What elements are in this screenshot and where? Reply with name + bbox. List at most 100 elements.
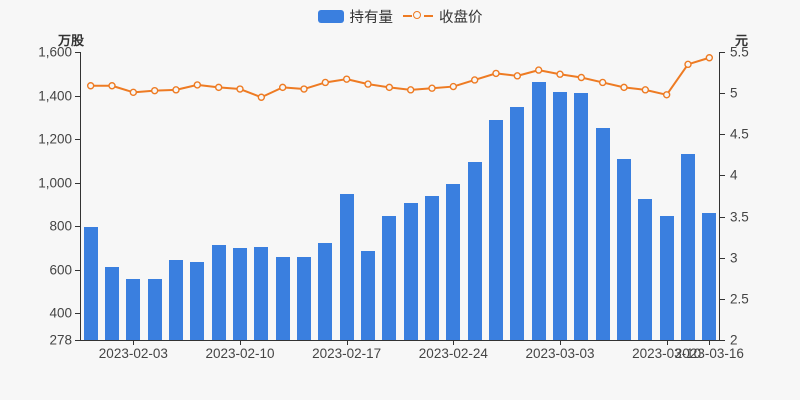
line-marker-2023-02-22[interactable]	[406, 86, 415, 94]
right-tick-mark	[720, 340, 725, 341]
left-tick-label: 800	[49, 218, 72, 234]
bar-2023-02-24[interactable]	[446, 184, 461, 340]
left-tick-label: 1,600	[38, 44, 72, 60]
right-axis-unit: 元	[735, 33, 749, 48]
line-marker-2023-02-20[interactable]	[364, 80, 372, 88]
legend-bar-swatch-icon	[317, 9, 344, 23]
right-tick-mark	[720, 216, 725, 218]
left-tick-label: 600	[49, 262, 72, 278]
bar-2023-02-28[interactable]	[488, 119, 504, 340]
line-marker-2023-03-07[interactable]	[598, 78, 607, 87]
bar-2023-02-08[interactable]	[190, 262, 205, 340]
line-series-closing-price	[86, 54, 714, 101]
bar-2023-02-20[interactable]	[360, 250, 376, 340]
bar-2023-03-09[interactable]	[638, 199, 653, 340]
right-tick-label: 4.5	[730, 126, 749, 142]
x-tick-mark	[133, 340, 135, 345]
x-tick-label: 2023-03-10	[632, 346, 702, 361]
line-marker-2023-02-23[interactable]	[428, 84, 436, 92]
line-marker-2023-02-27[interactable]	[470, 76, 479, 84]
line-marker-2023-02-24[interactable]	[449, 82, 458, 91]
bar-2023-02-17[interactable]	[339, 194, 354, 340]
x-tick-mark	[709, 340, 711, 345]
left-tick-mark	[75, 52, 80, 53]
line-marker-2023-02-03[interactable]	[129, 88, 138, 97]
line-marker-2023-03-01[interactable]	[513, 72, 522, 80]
left-tick-label: 1,400	[38, 88, 72, 104]
line-marker-2023-02-08[interactable]	[193, 81, 202, 89]
legend-label-closing-price: 收盘价	[439, 9, 483, 26]
line-marker-2023-02-17[interactable]	[342, 75, 351, 83]
line-marker-2023-02-07[interactable]	[172, 86, 180, 94]
line-marker-2023-03-08[interactable]	[620, 83, 628, 92]
bar-2023-02-22[interactable]	[403, 203, 418, 340]
bar-2023-02-02[interactable]	[104, 267, 120, 340]
bar-2023-03-03[interactable]	[552, 91, 568, 340]
line-marker-2023-02-06[interactable]	[150, 86, 159, 95]
right-tick-label: 3	[730, 250, 738, 266]
left-tick-label: 1,000	[38, 175, 72, 191]
bar-2023-02-16[interactable]	[318, 243, 333, 340]
bar-2023-03-02[interactable]	[531, 82, 546, 340]
bar-2023-03-14[interactable]	[702, 212, 717, 340]
legend-label-holdings: 持有量	[349, 9, 394, 26]
left-axis-unit: 万股	[58, 33, 85, 48]
line-marker-2023-03-06[interactable]	[577, 73, 586, 82]
bar-2023-02-23[interactable]	[424, 196, 440, 340]
line-marker-2023-02-15[interactable]	[300, 85, 308, 93]
left-tick-mark	[75, 340, 80, 341]
bar-2023-02-07[interactable]	[168, 260, 184, 340]
bar-2023-03-06[interactable]	[574, 92, 589, 340]
line-marker-2023-03-09[interactable]	[641, 86, 650, 94]
line-marker-2023-02-28[interactable]	[492, 69, 500, 78]
right-tick-mark	[720, 257, 725, 259]
bar-2023-03-13[interactable]	[680, 154, 696, 340]
bar-2023-03-07[interactable]	[595, 127, 610, 340]
x-tick-label: 2023-03-03	[525, 346, 595, 361]
line-marker-2023-02-09[interactable]	[214, 83, 223, 92]
line-marker-2023-02-10[interactable]	[236, 85, 244, 93]
legend-item-holdings[interactable]: 持有量	[317, 6, 394, 27]
legend-item-closing-price[interactable]: 收盘价	[403, 6, 483, 27]
bar-2023-02-15[interactable]	[296, 257, 312, 340]
bar-2023-02-09[interactable]	[211, 245, 226, 340]
right-tick-mark	[720, 134, 725, 136]
bar-2023-03-01[interactable]	[510, 106, 525, 340]
right-tick-label: 5	[730, 85, 738, 101]
left-tick-mark	[75, 269, 80, 271]
line-marker-2023-02-21[interactable]	[385, 83, 394, 92]
line-marker-2023-02-13[interactable]	[257, 93, 266, 101]
left-tick-mark	[75, 182, 80, 184]
bar-2023-02-06[interactable]	[147, 278, 162, 340]
x-tick-label: 2023-02-03	[98, 346, 168, 361]
bar-2023-02-27[interactable]	[467, 161, 482, 340]
right-tick-label: 2.5	[730, 291, 749, 307]
line-marker-2023-02-16[interactable]	[321, 78, 330, 87]
line-marker-2023-03-14[interactable]	[705, 54, 714, 62]
x-tick-label: 2023-02-10	[205, 346, 275, 361]
line-marker-2023-03-02[interactable]	[534, 66, 543, 74]
line-marker-2023-02-14[interactable]	[278, 83, 287, 92]
bar-2023-02-01[interactable]	[83, 226, 98, 340]
x-tick-mark	[453, 340, 455, 345]
bar-2023-03-08[interactable]	[616, 158, 632, 340]
bar-2023-02-03[interactable]	[126, 279, 141, 340]
line-marker-2023-02-01[interactable]	[86, 82, 95, 90]
bar-2023-03-10[interactable]	[659, 215, 674, 340]
right-tick-label: 5.5	[730, 44, 749, 60]
line-marker-2023-03-03[interactable]	[556, 70, 564, 78]
bar-2023-02-10[interactable]	[232, 247, 248, 340]
left-tick-label: 400	[49, 305, 72, 321]
line-marker-2023-02-02[interactable]	[108, 82, 116, 90]
x-tick-label: 2023-02-17	[312, 346, 382, 361]
bar-2023-02-14[interactable]	[275, 256, 290, 340]
right-tick-mark	[720, 93, 725, 95]
left-tick-label: 278	[49, 332, 72, 348]
line-marker-2023-03-13[interactable]	[684, 60, 692, 69]
line-marker-2023-03-10[interactable]	[662, 91, 671, 99]
chart-legend: 持有量 收盘价	[0, 4, 800, 28]
left-tick-mark	[75, 313, 80, 315]
bar-2023-02-13[interactable]	[254, 246, 269, 340]
bar-2023-02-21[interactable]	[382, 216, 397, 340]
